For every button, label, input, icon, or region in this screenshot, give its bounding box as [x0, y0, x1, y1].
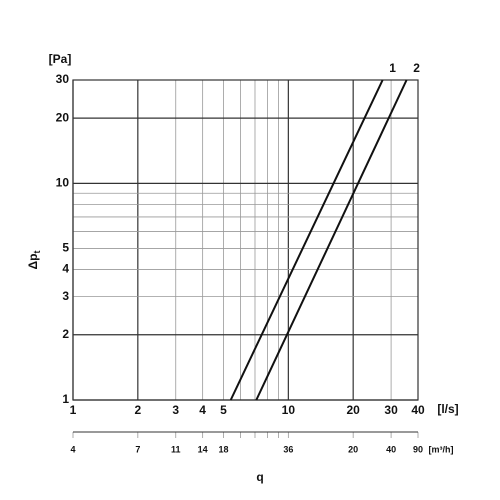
x2-unit: [m³/h]: [429, 444, 454, 454]
x-tick-label: 1: [70, 403, 77, 417]
x2-tick-label: 7: [135, 444, 140, 454]
series-label: 1: [389, 61, 396, 75]
y-tick-label: 10: [56, 176, 70, 190]
plot-frame: [72, 79, 419, 401]
y-tick-label: 4: [62, 262, 69, 276]
x2-tick-label: 4: [70, 444, 75, 454]
x-tick-label: 4: [199, 403, 206, 417]
x-tick-label: 30: [384, 403, 398, 417]
x-tick-label: 10: [282, 403, 296, 417]
x-tick-label: 20: [346, 403, 360, 417]
x-unit: [l/s]: [437, 402, 458, 416]
y-tick-label: 20: [56, 110, 70, 124]
x-tick-label: 3: [172, 403, 179, 417]
y-tick-label: 2: [62, 327, 69, 341]
y-axis-label: Δpt: [26, 251, 42, 270]
y-label-sub: t: [32, 251, 42, 254]
x-axis-label: q: [256, 470, 263, 484]
x2-tick-label: 90: [413, 444, 423, 454]
y-tick-label: 1: [62, 392, 69, 406]
y-tick-label: 3: [62, 289, 69, 303]
x-tick-label: 40: [411, 403, 425, 417]
x2-tick-label: 14: [198, 444, 208, 454]
x-tick-label: 5: [220, 403, 227, 417]
series-line: [229, 79, 384, 401]
y-tick-label: 30: [56, 72, 70, 86]
y-tick-label: 5: [62, 241, 69, 255]
x2-tick-label: 40: [386, 444, 396, 454]
y-label-main: Δp: [26, 254, 40, 270]
series-label: 2: [413, 61, 420, 75]
x2-tick-label: 18: [219, 444, 229, 454]
x2-tick-label: 36: [283, 444, 293, 454]
x2-tick-label: 11: [171, 444, 181, 454]
x2-tick-label: 20: [348, 444, 358, 454]
series-line: [255, 79, 408, 401]
x-tick-label: 2: [134, 403, 141, 417]
y-unit: [Pa]: [49, 52, 72, 66]
